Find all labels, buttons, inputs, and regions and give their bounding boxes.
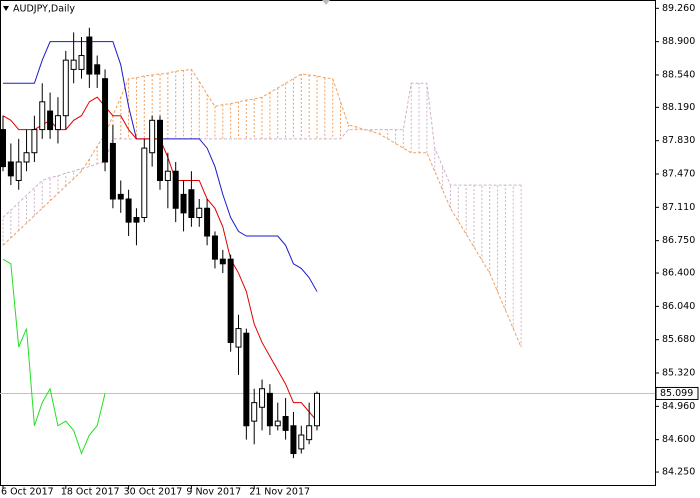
plot-frame xyxy=(0,0,656,486)
candle-body xyxy=(109,142,116,200)
span-a-line xyxy=(2,68,522,348)
candle-body xyxy=(290,425,297,455)
candle-body xyxy=(39,101,46,131)
candle-body xyxy=(117,193,124,200)
y-tick-label: 85.680 xyxy=(662,334,695,345)
y-tick-label: 88.900 xyxy=(662,36,695,47)
last-price-box xyxy=(655,386,699,400)
menu-arrow[interactable] xyxy=(3,6,9,11)
x-tick-label: 21 Nov 2017 xyxy=(249,487,310,498)
span-b-line xyxy=(2,82,522,218)
candle-body xyxy=(31,129,38,154)
candle-body xyxy=(180,193,187,214)
candle-body xyxy=(172,170,179,209)
candle-body xyxy=(0,129,6,168)
candle-body xyxy=(235,328,242,348)
y-tick-label: 84.960 xyxy=(662,401,695,412)
candle-body xyxy=(7,161,14,177)
x-tick-label: 9 Nov 2017 xyxy=(186,487,241,498)
candle-body xyxy=(86,36,93,75)
candle-body xyxy=(157,119,163,181)
x-tick-label: 30 Oct 2017 xyxy=(124,487,183,498)
y-tick-label: 87.470 xyxy=(662,169,695,180)
y-tick-label: 86.750 xyxy=(662,235,695,246)
candle-body xyxy=(54,115,61,131)
candle-body xyxy=(94,64,101,75)
chikou-line xyxy=(2,258,106,455)
candle-body xyxy=(141,147,148,219)
candle-body xyxy=(164,170,171,181)
candle-body xyxy=(274,420,281,427)
y-tick-label: 86.040 xyxy=(662,301,695,312)
candle-body xyxy=(78,55,85,70)
candle-body xyxy=(196,207,203,219)
y-tick-label: 87.830 xyxy=(662,135,695,146)
candle-body xyxy=(47,110,54,131)
candle-body xyxy=(62,59,69,117)
candle-body xyxy=(259,388,266,408)
candle-body xyxy=(211,235,218,260)
candle-body xyxy=(23,152,30,163)
chart-title: AUDJPY,Daily xyxy=(13,4,75,15)
y-tick-label: 88.190 xyxy=(662,102,695,113)
candle-body xyxy=(227,258,234,343)
candle-body xyxy=(102,78,109,163)
y-tick-label: 89.260 xyxy=(662,3,695,14)
candle-body xyxy=(243,332,250,427)
candle-body xyxy=(149,119,156,154)
candle-body xyxy=(70,59,77,70)
candle-body xyxy=(314,392,320,427)
y-tick-label: 87.110 xyxy=(662,202,695,213)
candle-body xyxy=(133,217,140,223)
candle-body xyxy=(219,258,226,265)
candle-body xyxy=(251,402,258,422)
y-tick-label: 88.540 xyxy=(662,69,695,80)
candle-body xyxy=(188,189,195,219)
candle-body xyxy=(266,392,273,427)
candle-body xyxy=(298,434,305,450)
y-tick-label: 84.250 xyxy=(662,467,695,478)
x-tick-label: 18 Oct 2017 xyxy=(61,487,120,498)
candle-body xyxy=(204,207,211,237)
shift-marker xyxy=(322,0,330,5)
candle-body xyxy=(282,416,289,431)
y-tick-label: 84.600 xyxy=(662,434,695,445)
last-price-label: 85.099 xyxy=(660,388,693,399)
y-tick-label: 85.320 xyxy=(662,368,695,379)
y-tick-label: 86.400 xyxy=(662,268,695,279)
x-tick-label: 6 Oct 2017 xyxy=(1,487,54,498)
candle-body xyxy=(306,425,313,441)
candle-body xyxy=(15,161,22,181)
candle-body xyxy=(125,198,132,223)
